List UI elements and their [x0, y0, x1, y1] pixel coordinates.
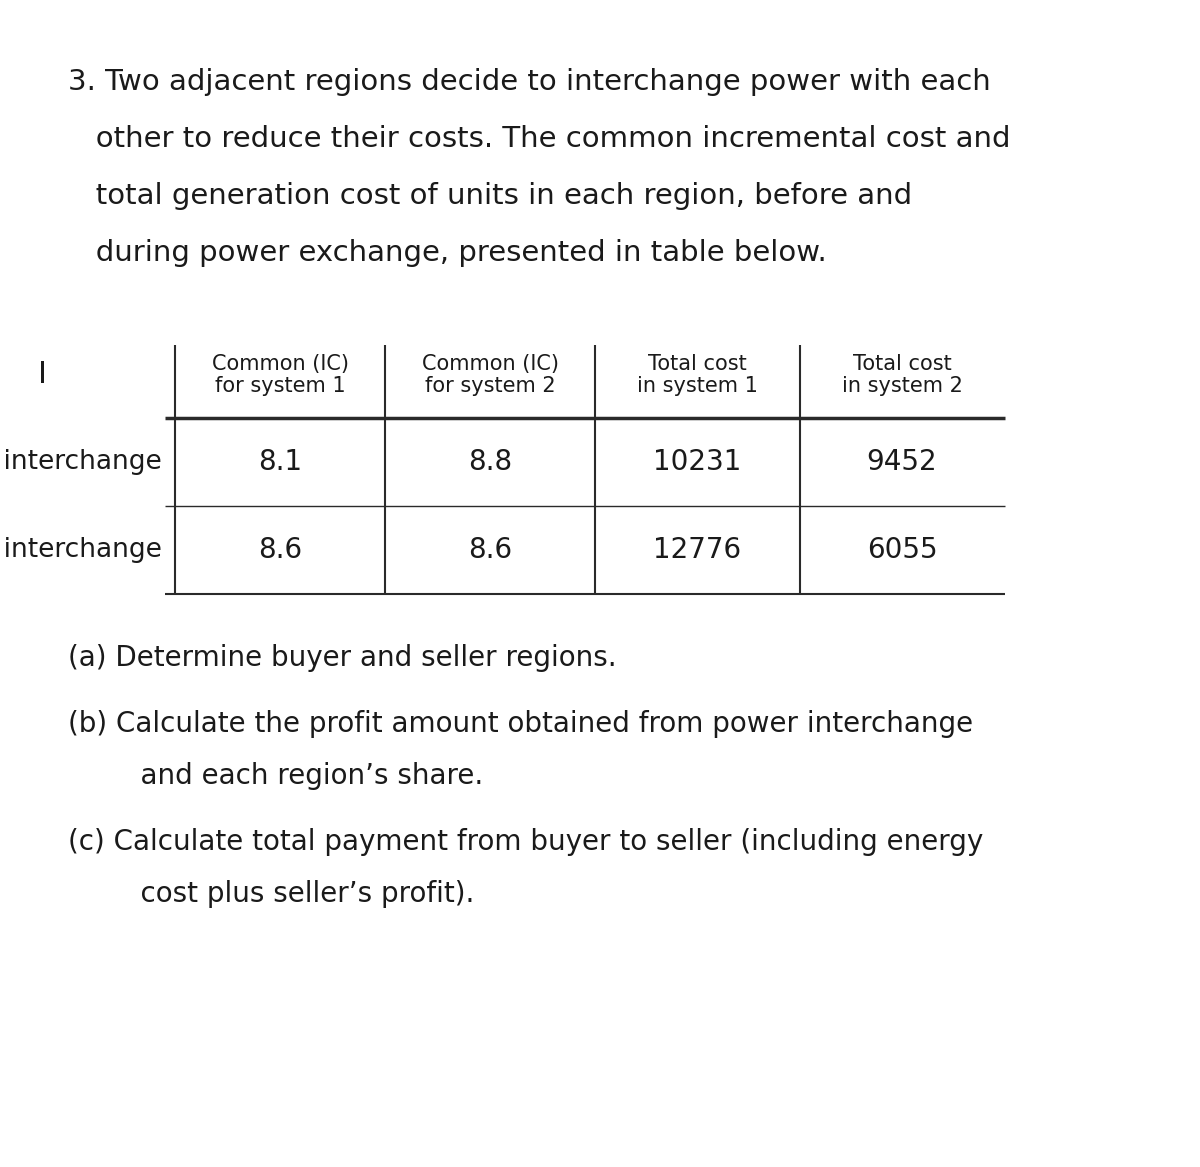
Text: I: I	[38, 359, 47, 389]
Text: 6055: 6055	[866, 536, 937, 564]
Text: 10231: 10231	[653, 448, 742, 476]
Text: during interchange: during interchange	[0, 537, 162, 562]
Text: total generation cost of units in each region, before and: total generation cost of units in each r…	[68, 182, 912, 210]
Text: for system 2: for system 2	[425, 376, 556, 396]
Text: during power exchange, presented in table below.: during power exchange, presented in tabl…	[68, 239, 827, 267]
Text: 8.6: 8.6	[468, 536, 512, 564]
Text: 8.1: 8.1	[258, 448, 302, 476]
Text: before interchange: before interchange	[0, 449, 162, 475]
Text: in system 1: in system 1	[636, 376, 757, 396]
Text: 9452: 9452	[866, 448, 937, 476]
Text: Common (IC): Common (IC)	[211, 354, 348, 373]
Text: (c) Calculate total payment from buyer to seller (including energy: (c) Calculate total payment from buyer t…	[68, 829, 983, 857]
Text: other to reduce their costs. The common incremental cost and: other to reduce their costs. The common …	[68, 125, 1010, 153]
Text: cost plus seller’s profit).: cost plus seller’s profit).	[106, 880, 474, 908]
Text: Common (IC): Common (IC)	[421, 354, 558, 373]
Text: Total cost: Total cost	[853, 354, 952, 373]
Text: Total cost: Total cost	[648, 354, 746, 373]
Text: (b) Calculate the profit amount obtained from power interchange: (b) Calculate the profit amount obtained…	[68, 710, 973, 738]
Text: 3. Two adjacent regions decide to interchange power with each: 3. Two adjacent regions decide to interc…	[68, 68, 991, 96]
Text: in system 2: in system 2	[841, 376, 962, 396]
Text: (a) Determine buyer and seller regions.: (a) Determine buyer and seller regions.	[68, 644, 617, 672]
Text: 12776: 12776	[653, 536, 742, 564]
Text: 8.8: 8.8	[468, 448, 512, 476]
Text: 8.6: 8.6	[258, 536, 302, 564]
Text: and each region’s share.: and each region’s share.	[106, 762, 484, 790]
Text: for system 1: for system 1	[215, 376, 346, 396]
